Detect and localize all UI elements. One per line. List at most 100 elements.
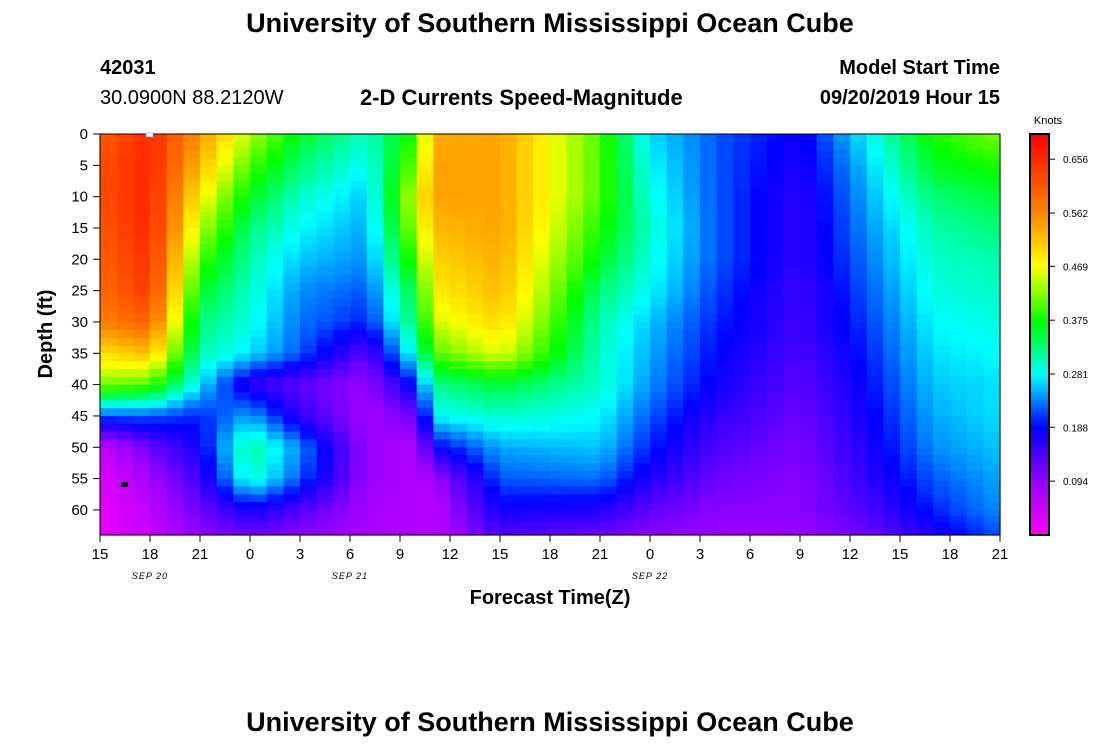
heatmap-cell bbox=[100, 165, 118, 174]
heatmap-cell bbox=[333, 235, 351, 245]
heatmap-cell bbox=[950, 329, 968, 339]
heatmap-cell bbox=[900, 329, 918, 339]
heatmap-cell bbox=[583, 376, 601, 386]
heatmap-cell bbox=[683, 212, 701, 221]
heatmap-cell bbox=[750, 267, 768, 276]
heatmap-cell bbox=[433, 180, 451, 190]
heatmap-cell bbox=[233, 274, 251, 284]
heatmap-cell bbox=[633, 243, 651, 253]
heatmap-cell bbox=[850, 157, 868, 166]
heatmap-cell bbox=[266, 516, 284, 524]
heatmap-cell bbox=[500, 165, 518, 174]
heatmap-cell bbox=[250, 267, 268, 276]
heatmap-cell bbox=[883, 462, 901, 472]
heatmap-cell bbox=[316, 415, 334, 425]
heatmap-cell bbox=[933, 415, 951, 425]
heatmap-cell bbox=[466, 392, 484, 401]
heatmap-cell bbox=[666, 455, 684, 464]
heatmap-cell bbox=[783, 455, 801, 464]
heatmap-cell bbox=[233, 423, 251, 433]
heatmap-cell bbox=[416, 220, 434, 229]
heatmap-cell bbox=[916, 478, 934, 488]
heatmap-cell bbox=[566, 528, 584, 536]
heatmap-cell bbox=[850, 282, 868, 292]
heatmap-cell bbox=[283, 502, 301, 511]
heatmap-cell bbox=[600, 415, 618, 425]
heatmap-cell bbox=[633, 345, 651, 354]
heatmap-cell bbox=[916, 196, 934, 206]
heatmap-cell bbox=[800, 470, 818, 480]
heatmap-cell bbox=[766, 251, 784, 260]
heatmap-cell bbox=[266, 220, 284, 229]
heatmap-cell bbox=[800, 408, 818, 417]
heatmap-cell bbox=[600, 400, 618, 409]
heatmap-cell bbox=[166, 251, 184, 260]
heatmap-cell bbox=[566, 337, 584, 347]
heatmap-cell bbox=[750, 259, 768, 268]
heatmap-cell bbox=[900, 494, 918, 503]
heatmap-cell bbox=[616, 227, 634, 237]
heatmap-cell bbox=[683, 282, 701, 292]
heatmap-cell bbox=[950, 423, 968, 433]
heatmap-cell bbox=[400, 157, 418, 166]
x-tick-label: 9 bbox=[796, 546, 804, 563]
heatmap-cell bbox=[416, 494, 434, 503]
heatmap-cell bbox=[750, 345, 768, 354]
heatmap-cell bbox=[683, 204, 701, 213]
heatmap-cell bbox=[683, 321, 701, 331]
heatmap-cell bbox=[333, 368, 351, 378]
heatmap-cell bbox=[650, 188, 668, 198]
heatmap-cell bbox=[583, 439, 601, 448]
heatmap-cell bbox=[950, 157, 968, 166]
heatmap-cell bbox=[500, 528, 518, 536]
heatmap-cell bbox=[783, 337, 801, 347]
heatmap-cell bbox=[583, 522, 601, 530]
heatmap-cell bbox=[800, 274, 818, 284]
heatmap-cell bbox=[733, 134, 751, 143]
heatmap-cell bbox=[900, 180, 918, 190]
heatmap-cell bbox=[233, 180, 251, 190]
heatmap-cell bbox=[633, 528, 651, 536]
heatmap-cell bbox=[483, 376, 501, 386]
heatmap-cell bbox=[950, 141, 968, 151]
heatmap-cell bbox=[400, 447, 418, 456]
heatmap-cell bbox=[533, 431, 551, 441]
heatmap-cell bbox=[533, 235, 551, 245]
heatmap-cell bbox=[616, 509, 634, 517]
heatmap-cell bbox=[283, 180, 301, 190]
heatmap-cell bbox=[716, 267, 734, 276]
heatmap-cell bbox=[200, 282, 218, 292]
heatmap-cell bbox=[316, 502, 334, 511]
heatmap-cell bbox=[933, 361, 951, 370]
heatmap-cell bbox=[500, 290, 518, 300]
heatmap-cell bbox=[366, 196, 384, 206]
heatmap-cell bbox=[683, 173, 701, 182]
heatmap-cell bbox=[650, 509, 668, 517]
heatmap-cell bbox=[166, 267, 184, 276]
heatmap-cell bbox=[716, 212, 734, 221]
heatmap-cell bbox=[550, 431, 568, 441]
heatmap-cell bbox=[150, 528, 168, 536]
heatmap-cell bbox=[150, 509, 168, 517]
heatmap-cell bbox=[400, 220, 418, 229]
heatmap-cell bbox=[666, 274, 684, 284]
heatmap-cell bbox=[200, 353, 218, 362]
heatmap-cell bbox=[550, 180, 568, 190]
heatmap-cell bbox=[516, 470, 534, 480]
heatmap-cell bbox=[433, 314, 451, 323]
heatmap-cell bbox=[783, 149, 801, 159]
heatmap-cell bbox=[133, 235, 151, 245]
heatmap-cell bbox=[833, 400, 851, 409]
heatmap-cell bbox=[550, 361, 568, 370]
heatmap-cell bbox=[266, 361, 284, 370]
heatmap-cell bbox=[883, 321, 901, 331]
heatmap-cell bbox=[483, 290, 501, 300]
heatmap-cell bbox=[916, 376, 934, 386]
heatmap-cell bbox=[766, 204, 784, 213]
heatmap-cell bbox=[416, 353, 434, 362]
heatmap-cell bbox=[650, 235, 668, 245]
heatmap-cell bbox=[933, 314, 951, 323]
heatmap-cell bbox=[733, 400, 751, 409]
heatmap-cell bbox=[400, 298, 418, 307]
heatmap-cell bbox=[100, 368, 118, 378]
